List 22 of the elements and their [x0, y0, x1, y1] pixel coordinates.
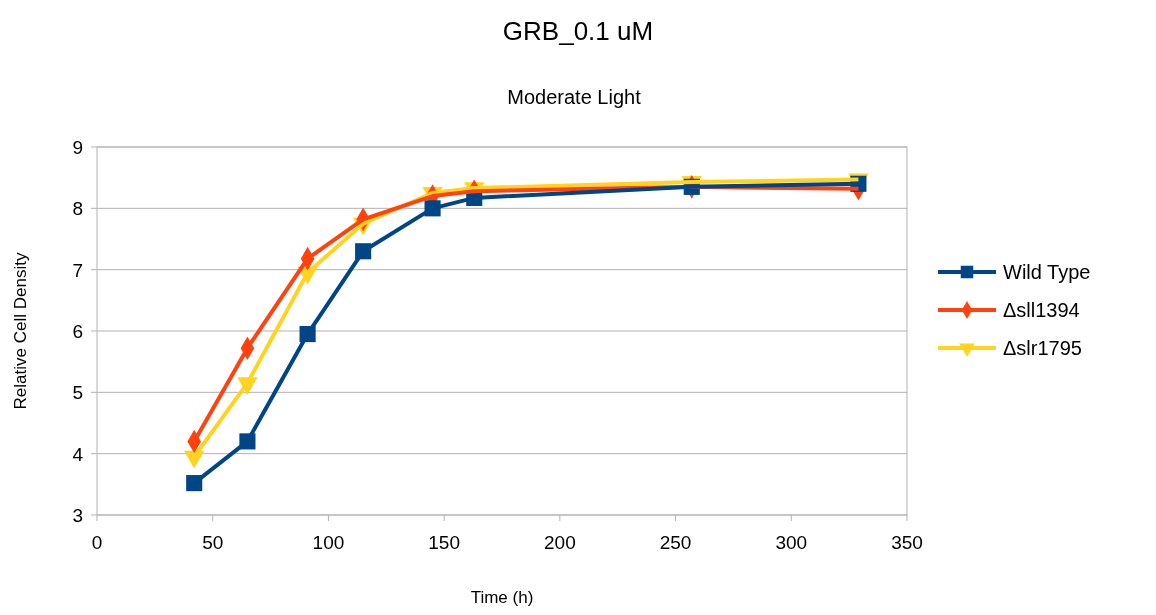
legend-label: Δslr1795: [1003, 337, 1082, 359]
y-tick-label: 7: [72, 259, 83, 281]
y-tick-label: 9: [72, 137, 83, 158]
x-tick-label: 50: [202, 532, 224, 553]
legend-label: Δsll1394: [1003, 299, 1080, 321]
y-tick-label: 5: [72, 382, 83, 404]
chart-subtitle: Moderate Light: [507, 86, 642, 108]
x-tick-label: 350: [891, 532, 923, 553]
x-tick-label: 200: [544, 532, 576, 553]
legend-label: Wild Type: [1003, 261, 1091, 283]
x-tick-label: 0: [91, 532, 103, 553]
x-tick-label: 150: [428, 532, 460, 553]
y-tick-label: 3: [72, 505, 83, 526]
chart-title: GRB_0.1 uM: [502, 16, 654, 46]
x-axis-title: Time (h): [470, 588, 534, 607]
y-tick-label: 6: [72, 321, 83, 342]
y-axis-title: Relative Cell Density: [11, 252, 30, 410]
y-tick-label: 8: [72, 198, 83, 220]
x-tick-label: 300: [775, 532, 808, 553]
x-tick-label: 250: [659, 532, 692, 553]
x-tick-label: 100: [312, 532, 345, 553]
y-tick-label: 4: [72, 443, 84, 465]
